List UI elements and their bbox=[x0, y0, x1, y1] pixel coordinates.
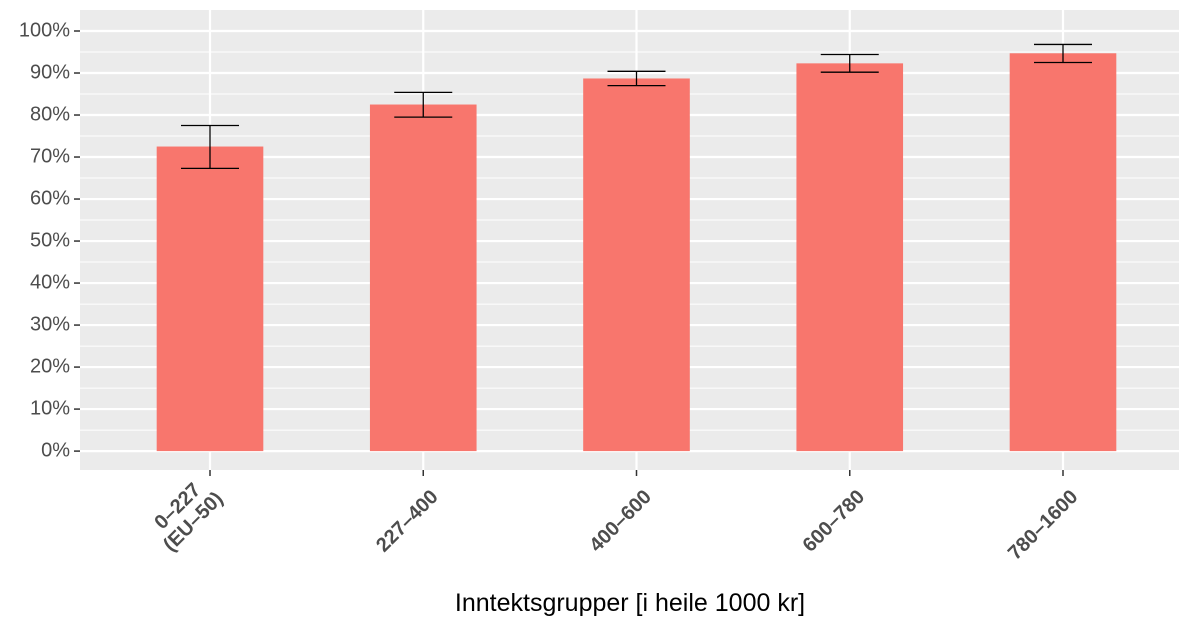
error-bar bbox=[607, 70, 666, 87]
error-bar bbox=[1034, 43, 1092, 64]
y-tick-label: 50% bbox=[30, 229, 70, 251]
y-tick-label: 100% bbox=[19, 19, 70, 41]
error-bar bbox=[820, 53, 879, 73]
y-tick-label: 20% bbox=[30, 355, 70, 377]
y-tick-label: 80% bbox=[30, 103, 70, 125]
x-tick-label: 600–780 bbox=[799, 486, 870, 557]
x-tick-label: 780–1600 bbox=[1004, 486, 1082, 564]
y-tick-label: 10% bbox=[30, 397, 70, 419]
bar bbox=[1009, 53, 1117, 452]
y-tick-label: 0% bbox=[41, 439, 70, 461]
x-axis-title: Inntektsgrupper [i heile 1000 kr] bbox=[455, 589, 805, 617]
y-tick-label: 30% bbox=[30, 313, 70, 335]
y-tick-label: 90% bbox=[30, 61, 70, 83]
bar bbox=[156, 146, 264, 452]
bar bbox=[796, 63, 904, 452]
error-bar bbox=[394, 91, 453, 118]
bar bbox=[369, 104, 477, 452]
y-tick-label: 70% bbox=[30, 145, 70, 167]
y-tick-label: 40% bbox=[30, 271, 70, 293]
x-tick-label-line: 780–1600 bbox=[1004, 486, 1082, 564]
x-tick-label-line: 600–780 bbox=[799, 486, 870, 557]
x-tick-label-line: 227–400 bbox=[372, 486, 443, 557]
x-tick-label: 0–227(EU–50) bbox=[144, 472, 228, 556]
bar bbox=[583, 78, 690, 452]
y-tick-label: 60% bbox=[30, 187, 70, 209]
x-tick-label: 227–400 bbox=[372, 486, 443, 557]
x-tick-label-line: 400–600 bbox=[585, 486, 656, 557]
x-tick-label: 400–600 bbox=[585, 486, 656, 557]
error-bar bbox=[181, 124, 239, 170]
